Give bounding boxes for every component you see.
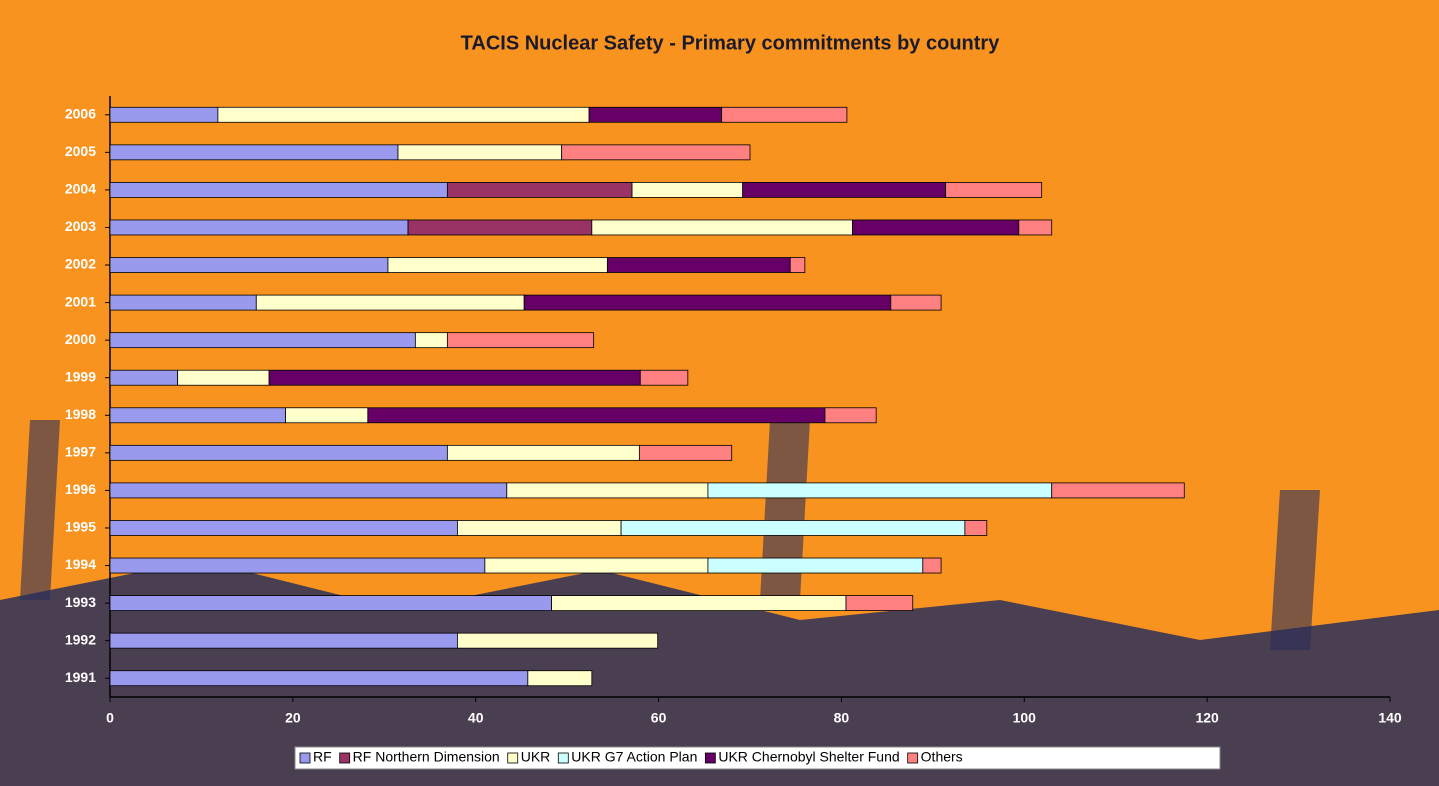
- legend-swatch: [705, 753, 715, 763]
- y-tick-label: 1995: [65, 519, 96, 535]
- bar-segment: [743, 182, 946, 197]
- y-tick-label: 2003: [65, 218, 96, 234]
- legend-swatch: [340, 753, 350, 763]
- bar-segment: [592, 220, 853, 235]
- bar-segment: [457, 520, 621, 535]
- bar-segment: [110, 633, 457, 648]
- legend-label: RF: [313, 749, 332, 765]
- bar-segment: [639, 445, 731, 460]
- legend-swatch: [508, 753, 518, 763]
- y-tick-label: 1997: [65, 444, 96, 460]
- bar-segment: [507, 483, 708, 498]
- legend-label: Others: [921, 749, 963, 765]
- bar-segment: [846, 596, 913, 611]
- bar-segment: [110, 295, 256, 310]
- x-tick-label: 120: [1195, 710, 1219, 726]
- bar-segment: [528, 671, 592, 686]
- bar-segment: [398, 145, 562, 160]
- bar-segment: [110, 333, 415, 348]
- x-tick-label: 60: [651, 710, 667, 726]
- bar-segment: [388, 258, 607, 273]
- y-tick-label: 1998: [65, 406, 96, 422]
- x-tick-label: 0: [106, 710, 114, 726]
- bar-segment: [825, 408, 876, 423]
- bar-segment: [552, 596, 846, 611]
- y-tick-label: 2001: [65, 293, 96, 309]
- y-tick-label: 1994: [65, 556, 96, 572]
- legend-label: UKR G7 Action Plan: [571, 749, 697, 765]
- legend-swatch: [558, 753, 568, 763]
- bar-segment: [447, 182, 632, 197]
- chart-title: TACIS Nuclear Safety - Primary commitmen…: [461, 32, 1001, 54]
- bar-segment: [621, 520, 965, 535]
- bar-segment: [110, 596, 552, 611]
- bar-segment: [1052, 483, 1185, 498]
- bar-segment: [589, 107, 722, 122]
- bar-segment: [708, 558, 923, 573]
- y-tick-label: 2004: [65, 181, 96, 197]
- bar-segment: [852, 220, 1018, 235]
- bar-segment: [524, 295, 891, 310]
- bar-segment: [408, 220, 592, 235]
- y-tick-label: 1996: [65, 481, 96, 497]
- bar-segment: [415, 333, 447, 348]
- legend-label: RF Northern Dimension: [353, 749, 500, 765]
- bar-segment: [110, 671, 528, 686]
- bar-segment: [110, 145, 398, 160]
- bar-segment: [632, 182, 743, 197]
- y-tick-label: 2000: [65, 331, 96, 347]
- bar-segment: [485, 558, 708, 573]
- bar-segment: [708, 483, 1052, 498]
- chart: TACIS Nuclear Safety - Primary commitmen…: [0, 0, 1439, 786]
- bar-segment: [269, 370, 640, 385]
- legend-swatch: [300, 753, 310, 763]
- bar-segment: [110, 558, 485, 573]
- bar-segment: [640, 370, 688, 385]
- bar-segment: [790, 258, 805, 273]
- y-tick-label: 2005: [65, 143, 96, 159]
- legend-swatch: [908, 753, 918, 763]
- bar-segment: [1019, 220, 1052, 235]
- bar-segment: [447, 333, 593, 348]
- bar-segment: [722, 107, 847, 122]
- legend-label: UKR: [521, 749, 551, 765]
- y-tick-label: 1991: [65, 669, 96, 685]
- x-tick-label: 80: [834, 710, 850, 726]
- x-tick-label: 140: [1378, 710, 1402, 726]
- bar-segment: [110, 258, 388, 273]
- bar-segment: [946, 182, 1042, 197]
- bar-segment: [110, 107, 218, 122]
- bar-segment: [562, 145, 750, 160]
- bar-segment: [607, 258, 790, 273]
- bar-segment: [110, 408, 286, 423]
- bar-segment: [110, 182, 447, 197]
- legend-label: UKR Chernobyl Shelter Fund: [718, 749, 899, 765]
- bar-segment: [891, 295, 941, 310]
- bar-segment: [178, 370, 269, 385]
- bar-segment: [965, 520, 987, 535]
- y-tick-label: 2006: [65, 105, 96, 121]
- y-tick-label: 1999: [65, 368, 96, 384]
- bar-segment: [110, 445, 447, 460]
- bar-segment: [447, 445, 639, 460]
- bar-segment: [457, 633, 657, 648]
- bar-segment: [110, 370, 178, 385]
- y-tick-label: 2002: [65, 256, 96, 272]
- x-tick-label: 40: [468, 710, 484, 726]
- bar-segment: [110, 483, 507, 498]
- bar-segment: [110, 220, 408, 235]
- bar-segment: [286, 408, 368, 423]
- bar-segment: [256, 295, 524, 310]
- x-tick-label: 100: [1013, 710, 1037, 726]
- bar-segment: [923, 558, 941, 573]
- y-tick-label: 1992: [65, 631, 96, 647]
- bar-segment: [218, 107, 589, 122]
- bar-segment: [368, 408, 825, 423]
- y-tick-label: 1993: [65, 594, 96, 610]
- bar-segment: [110, 520, 457, 535]
- x-tick-label: 20: [285, 710, 301, 726]
